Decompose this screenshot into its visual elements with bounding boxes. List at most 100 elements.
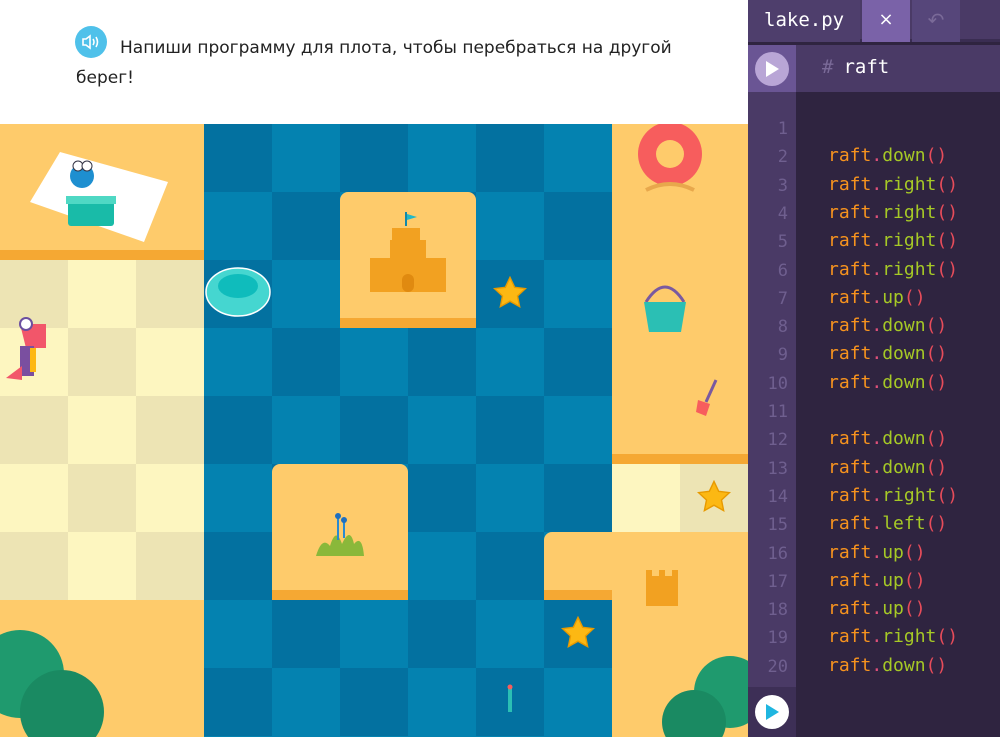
water-tile — [544, 464, 612, 532]
water-tile — [204, 192, 272, 260]
code-line[interactable]: raft.down() — [828, 428, 948, 450]
water-tile — [476, 532, 544, 600]
code-line[interactable]: raft.up() — [828, 286, 926, 308]
code-line[interactable]: raft.up() — [828, 569, 926, 591]
water-tile — [272, 124, 340, 192]
code-comment: # raft — [822, 56, 890, 78]
water-tile — [544, 192, 612, 260]
water-tile — [408, 532, 476, 600]
path-tile — [0, 260, 68, 328]
code-editor: lake.py × ↶ # raft 1 2 raft.down() 3 raft.rig… — [748, 0, 1000, 737]
dino-character — [6, 317, 46, 380]
path-tile — [68, 260, 136, 328]
water-tile — [204, 124, 272, 192]
close-button[interactable]: × — [862, 0, 910, 42]
tab-lake-py[interactable]: lake.py — [748, 0, 860, 42]
line-number: 12 — [767, 430, 788, 451]
line-number: 7 — [777, 288, 788, 309]
water-tile — [408, 668, 476, 736]
code-line[interactable]: raft.down() — [828, 145, 948, 167]
line-number: 16 — [767, 543, 788, 564]
task-instruction: Напиши программу для плота, чтобы перебр… — [76, 38, 672, 88]
code-line[interactable]: raft.down() — [828, 456, 948, 478]
path-tile — [0, 464, 68, 532]
line-number: 3 — [777, 175, 788, 196]
line-number: 4 — [777, 203, 788, 224]
line-number: 9 — [777, 345, 788, 366]
star-icon — [493, 276, 527, 308]
line-number: 13 — [767, 458, 788, 479]
water-tile — [476, 464, 544, 532]
map-paper-icon — [30, 152, 168, 242]
line-number: 20 — [767, 656, 788, 677]
water-tile — [408, 124, 476, 192]
code-line[interactable]: raft.down() — [828, 343, 948, 365]
water-tile — [408, 328, 476, 396]
water-tile — [272, 600, 340, 668]
path-tile — [0, 532, 68, 600]
path-tile — [136, 328, 204, 396]
raft-icon — [205, 267, 271, 317]
water-tile — [204, 532, 272, 600]
shovel-icon — [696, 379, 718, 416]
water-tile — [340, 668, 408, 736]
bush-icon — [662, 656, 748, 737]
water-tile — [204, 328, 272, 396]
run-button[interactable] — [755, 695, 789, 729]
star-icon — [561, 616, 595, 648]
small-castle-icon — [646, 570, 678, 606]
water-tile — [340, 124, 408, 192]
code-line[interactable]: raft.down() — [828, 315, 948, 337]
water-tile — [204, 464, 272, 532]
code-line[interactable]: raft.down() — [828, 371, 948, 393]
path-tile — [612, 464, 680, 532]
code-line[interactable]: raft.up() — [828, 598, 926, 620]
path-tile — [136, 396, 204, 464]
water-tile — [476, 396, 544, 464]
line-number: 19 — [767, 628, 788, 649]
line-gutter — [748, 92, 796, 687]
run-button-top[interactable] — [755, 51, 789, 86]
water-tile — [544, 328, 612, 396]
code-line[interactable]: raft.right() — [828, 484, 959, 506]
line-number: 6 — [777, 260, 788, 281]
water-tile — [476, 192, 544, 260]
speaker-button[interactable] — [75, 26, 107, 58]
star-icon — [697, 480, 731, 512]
task-panel: Напиши программу для плота, чтобы перебр… — [0, 0, 748, 124]
code-line[interactable]: raft.right() — [828, 230, 959, 252]
water-tile — [544, 396, 612, 464]
speaker-icon — [82, 34, 99, 50]
line-number: 10 — [767, 373, 788, 394]
line-number: 15 — [767, 515, 788, 536]
water-tile — [476, 600, 544, 668]
water-tile — [544, 260, 612, 328]
code-line[interactable]: raft.left() — [828, 513, 948, 535]
water-tile — [408, 600, 476, 668]
water-tile — [204, 396, 272, 464]
code-line[interactable]: raft.up() — [828, 541, 926, 563]
swim-ring-icon — [638, 124, 702, 192]
water-tile — [272, 328, 340, 396]
code-line[interactable]: raft.right() — [828, 258, 959, 280]
undo-button[interactable]: ↶ — [912, 0, 960, 42]
water-tile — [340, 600, 408, 668]
water-tile — [340, 396, 408, 464]
code-line[interactable]: raft.right() — [828, 201, 959, 223]
path-tile — [0, 396, 68, 464]
play-icon — [766, 704, 779, 720]
path-tile — [68, 328, 136, 396]
line-number: 8 — [777, 317, 788, 338]
path-tile — [136, 260, 204, 328]
code-line[interactable]: raft.right() — [828, 173, 959, 195]
line-number: 2 — [777, 147, 788, 168]
path-tile — [136, 532, 204, 600]
water-tile — [408, 464, 476, 532]
path-tile — [68, 532, 136, 600]
water-tile — [408, 396, 476, 464]
buoy-marker-icon — [507, 684, 513, 712]
water-tile — [544, 124, 612, 192]
code-line[interactable]: raft.right() — [828, 626, 959, 648]
line-number: 18 — [767, 600, 788, 621]
code-line[interactable]: raft.down() — [828, 654, 948, 676]
